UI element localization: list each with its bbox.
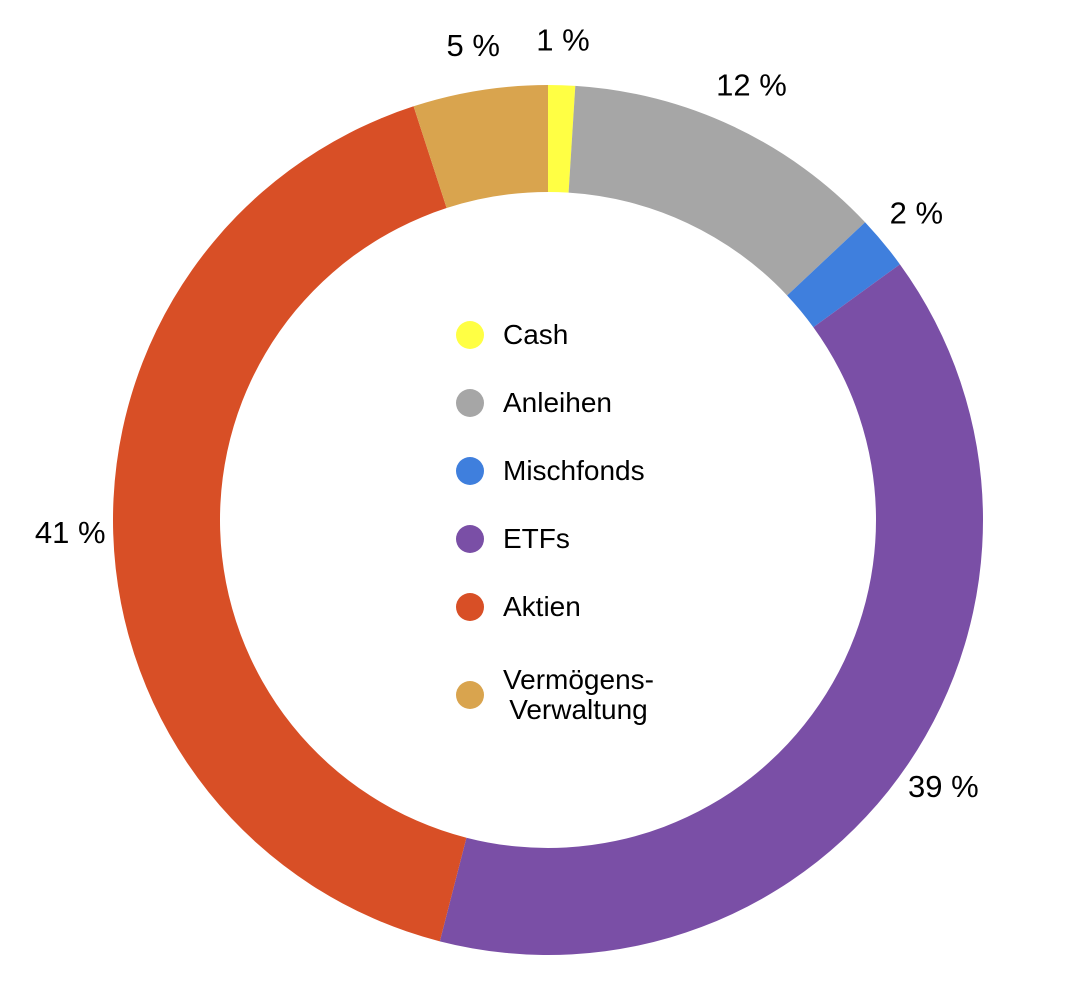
- value-label: 39 %: [908, 769, 979, 804]
- legend-marker: [456, 681, 484, 709]
- legend-label: Aktien: [503, 591, 581, 622]
- donut-slice: [568, 85, 866, 296]
- donut-slice: [548, 85, 576, 193]
- legend-label: Vermögens- Verwaltung: [503, 664, 654, 725]
- value-label: 2 %: [890, 195, 943, 230]
- legend-marker: [456, 321, 484, 349]
- donut-slice: [787, 222, 900, 328]
- legend-label: Anleihen: [503, 387, 612, 418]
- value-label: 12 %: [716, 68, 787, 103]
- value-label: 5 %: [447, 28, 500, 63]
- legend-label: Cash: [503, 319, 569, 350]
- value-label: 1 %: [536, 22, 589, 57]
- value-label: 41 %: [35, 515, 106, 550]
- legend-marker: [456, 457, 484, 485]
- donut-slice: [112, 106, 467, 942]
- legend-label: ETFs: [503, 523, 570, 554]
- donut-slice: [439, 264, 984, 956]
- donut-slice: [413, 85, 548, 209]
- legend-marker: [456, 389, 484, 417]
- legend-label: Mischfonds: [503, 455, 645, 486]
- legend-marker: [456, 525, 484, 553]
- legend-marker: [456, 593, 484, 621]
